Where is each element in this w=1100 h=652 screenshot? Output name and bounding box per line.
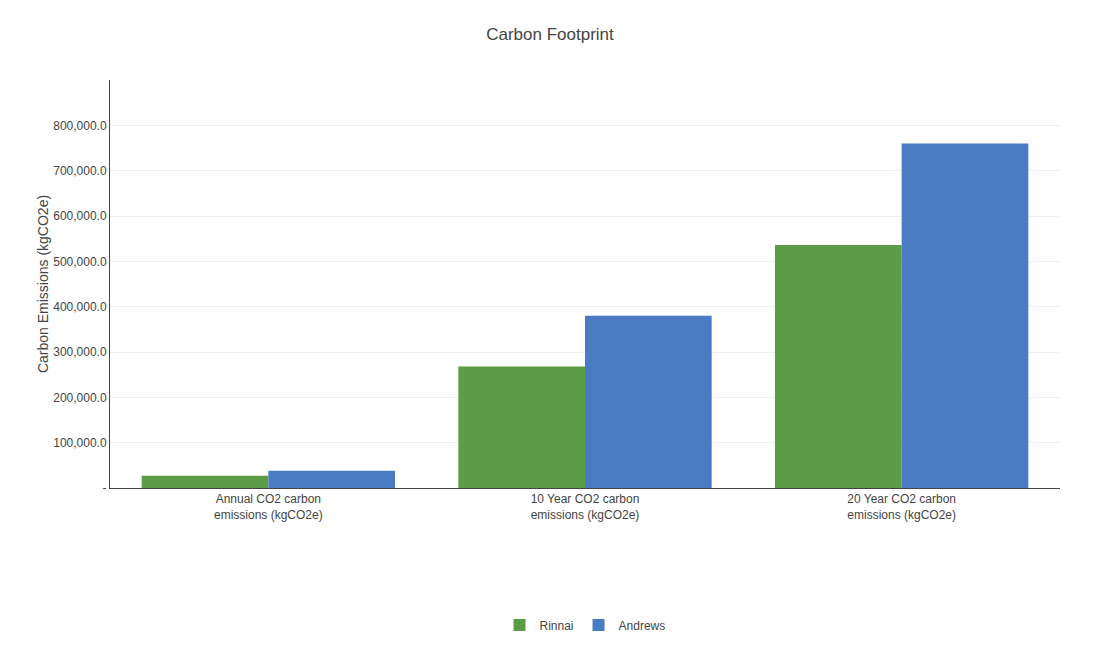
svg-text:Andrews: Andrews xyxy=(619,619,666,633)
svg-text:200,000.0: 200,000.0 xyxy=(53,391,107,405)
svg-text:700,000.0: 700,000.0 xyxy=(53,164,107,178)
svg-text:Rinnai: Rinnai xyxy=(540,619,574,633)
svg-text:800,000.0: 800,000.0 xyxy=(53,119,107,133)
svg-text:10 Year CO2 carbonemissions (k: 10 Year CO2 carbonemissions (kgCO2e) xyxy=(531,492,640,522)
svg-text:Carbon Footprint: Carbon Footprint xyxy=(486,25,614,44)
svg-text:300,000.0: 300,000.0 xyxy=(53,345,107,359)
svg-text:100,000.0: 100,000.0 xyxy=(53,436,107,450)
svg-text:500,000.0: 500,000.0 xyxy=(53,255,107,269)
svg-text:Annual CO2 carbonemissions (kg: Annual CO2 carbonemissions (kgCO2e) xyxy=(214,492,323,522)
svg-text:600,000.0: 600,000.0 xyxy=(53,209,107,223)
svg-text:-: - xyxy=(103,481,107,495)
svg-text:400,000.0: 400,000.0 xyxy=(53,300,107,314)
svg-text:Carbon Emissions (kgCO2e): Carbon Emissions (kgCO2e) xyxy=(35,195,51,373)
svg-text:20 Year CO2 carbonemissions (k: 20 Year CO2 carbonemissions (kgCO2e) xyxy=(847,492,956,522)
